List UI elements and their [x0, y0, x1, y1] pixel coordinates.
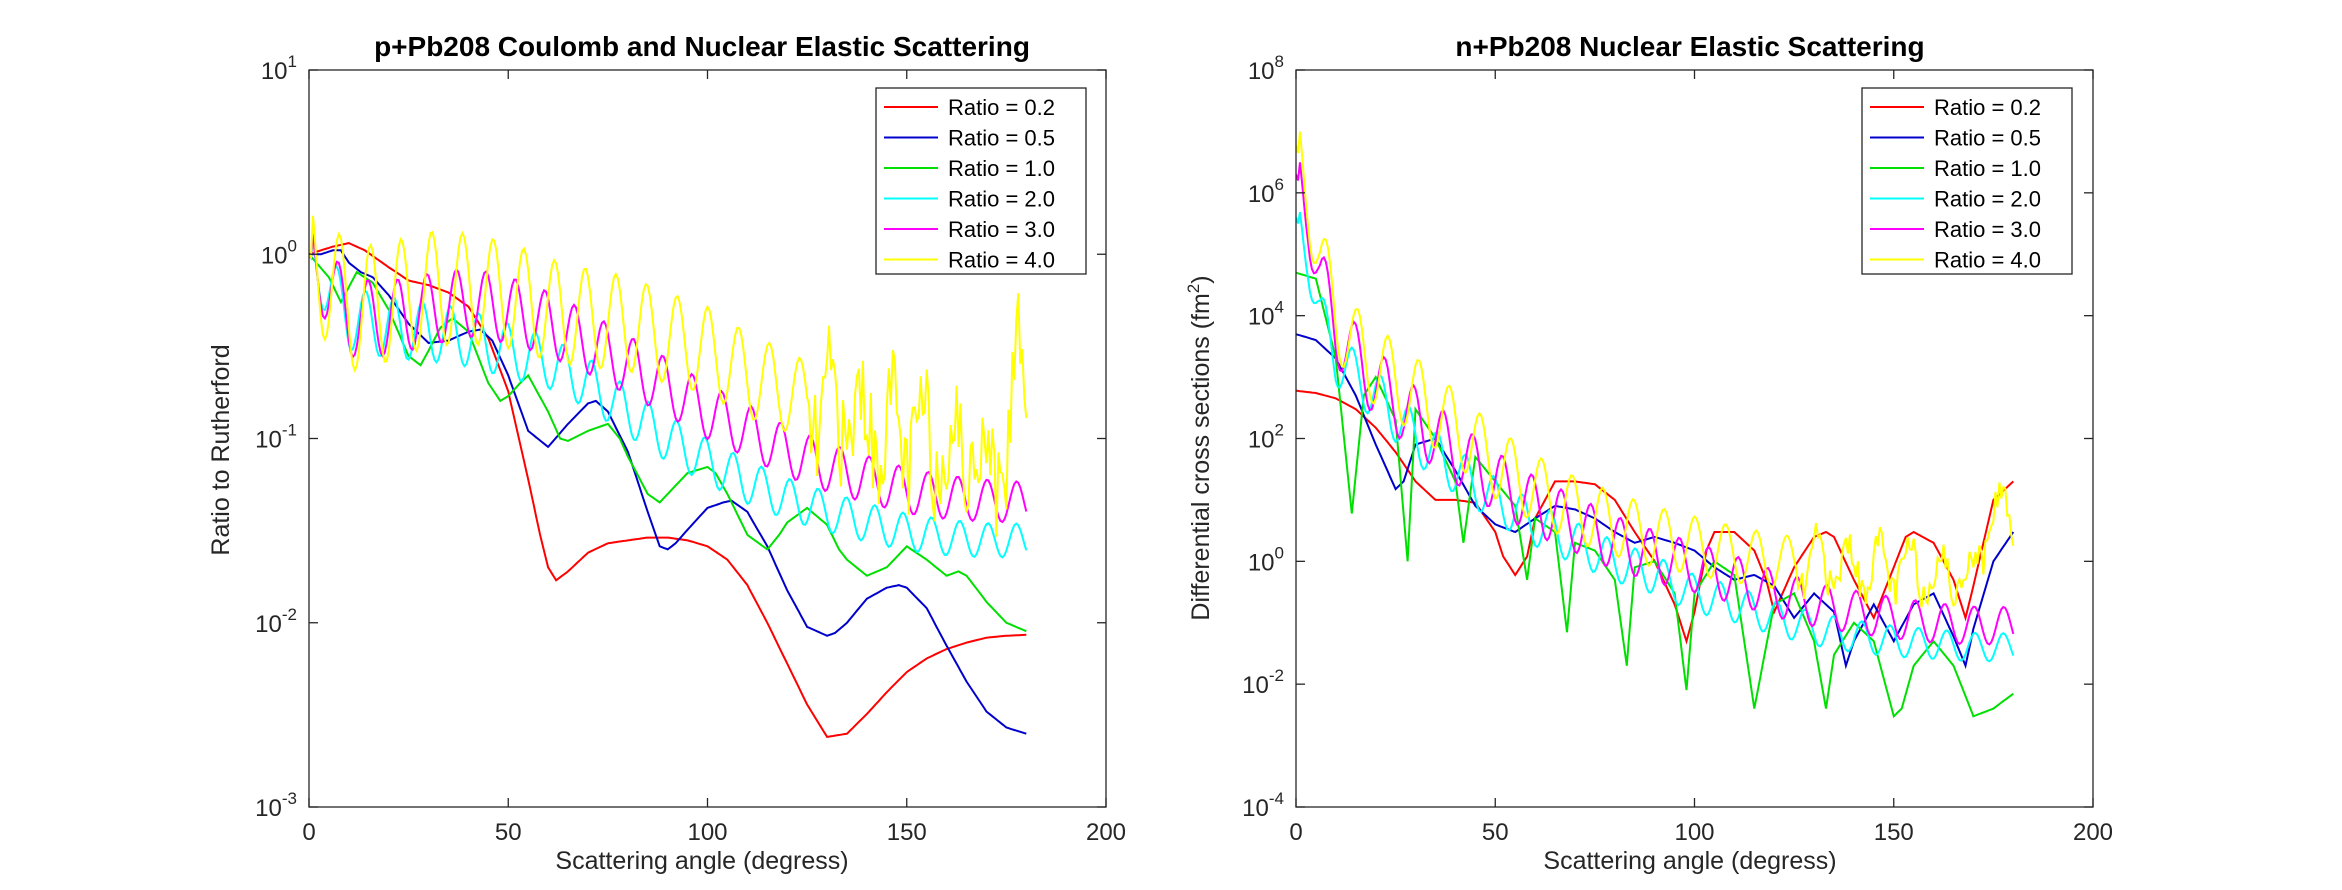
- left-chart: p+Pb208 Coulomb and Nuclear Elastic Scat…: [207, 31, 1126, 875]
- right-legend-label: Ratio = 2.0: [1934, 187, 2041, 212]
- right-series-line: [1296, 271, 2014, 719]
- right-x-tick-label: 50: [1482, 819, 1509, 846]
- left-y-tick-label: 10-1: [255, 421, 297, 454]
- right-x-tick-label: 0: [1289, 819, 1302, 846]
- right-y-tick-label: 108: [1248, 52, 1284, 85]
- right-x-axis-label: Scattering angle (degress): [1543, 847, 1836, 875]
- left-y-tick-label: 100: [261, 236, 297, 269]
- right-x-tick-label: 200: [2073, 819, 2113, 846]
- left-y-tick-label: 10-3: [255, 789, 297, 822]
- right-legend-label: Ratio = 4.0: [1934, 248, 2041, 273]
- right-y-axis-label: Differential cross sections (fm2): [1184, 275, 1215, 620]
- right-chart: n+Pb208 Nuclear Elastic Scattering 0 50 10…: [1184, 31, 2113, 875]
- left-legend-label: Ratio = 2.0: [948, 187, 1055, 212]
- right-plot-area: 0 50 100 150 200 10-4 10-2 100 102 104 106 108 Ratio…: [1242, 52, 2113, 846]
- right-legend-box: [1861, 87, 2073, 275]
- right-x-tick-label: 100: [1674, 819, 1714, 846]
- right-series-line: [1296, 333, 2015, 670]
- left-legend-label: Ratio = 3.0: [948, 217, 1055, 242]
- right-series-group: [1296, 131, 2015, 719]
- right-y-tick-label: 10-2: [1242, 666, 1284, 699]
- right-y-tick-label: 106: [1248, 175, 1284, 208]
- left-legend: Ratio = 0.2 Ratio = 0.5 Ratio = 1.0 Ratio =…: [875, 87, 1087, 275]
- left-series-line: [309, 242, 1027, 738]
- left-legend-label: Ratio = 0.2: [948, 95, 1055, 120]
- right-legend-label: Ratio = 3.0: [1934, 217, 2041, 242]
- right-y-axis-label-superscript: 2: [1184, 284, 1203, 293]
- left-x-tick-label: 50: [495, 819, 522, 846]
- left-x-tick-label: 100: [687, 819, 727, 846]
- right-chart-title: n+Pb208 Nuclear Elastic Scattering: [1455, 31, 1924, 62]
- right-legend-label: Ratio = 0.2: [1934, 95, 2041, 120]
- left-legend-label: Ratio = 1.0: [948, 156, 1055, 181]
- right-series-line: [1296, 131, 2015, 608]
- left-series-line: [309, 215, 1028, 537]
- left-series-line: [309, 249, 1027, 735]
- left-chart-title: p+Pb208 Coulomb and Nuclear Elastic Scat…: [374, 31, 1030, 62]
- right-y-tick-label: 104: [1248, 298, 1284, 331]
- left-series-group: [309, 215, 1028, 738]
- left-series-line: [309, 239, 1028, 559]
- left-plot-area: 0 50 100 150 200 10-3 10-2 10-1 100 101 Ratio = 0.…: [255, 52, 1126, 846]
- left-y-tick-label: 10-2: [255, 605, 297, 638]
- right-legend-label: Ratio = 0.5: [1934, 126, 2041, 151]
- right-y-tick-label: 102: [1248, 421, 1284, 454]
- right-x-tick-label: 150: [1874, 819, 1914, 846]
- right-legend: Ratio = 0.2 Ratio = 0.5 Ratio = 1.0 Ratio =…: [1861, 87, 2073, 275]
- left-legend-label: Ratio = 4.0: [948, 248, 1055, 273]
- right-legend-label: Ratio = 1.0: [1934, 156, 2041, 181]
- left-x-tick-label: 150: [887, 819, 927, 846]
- left-series-line: [309, 233, 1028, 524]
- left-series-line: [309, 253, 1027, 633]
- left-x-tick-label: 0: [302, 819, 315, 846]
- left-y-axis-label: Ratio to Rutherford: [207, 344, 235, 555]
- left-y-tick-label: 101: [261, 52, 297, 85]
- right-y-axis-label-main: Differential cross sections (fm: [1187, 293, 1215, 620]
- right-y-axis-label-end: ): [1187, 275, 1215, 283]
- left-legend-box: [875, 87, 1087, 275]
- right-series-line: [1296, 212, 2015, 663]
- left-x-tick-label: 200: [1086, 819, 1126, 846]
- left-x-axis-label: Scattering angle (degress): [555, 847, 848, 875]
- right-y-tick-label: 100: [1248, 543, 1284, 576]
- right-y-tick-label: 10-4: [1242, 789, 1284, 822]
- left-legend-label: Ratio = 0.5: [948, 126, 1055, 151]
